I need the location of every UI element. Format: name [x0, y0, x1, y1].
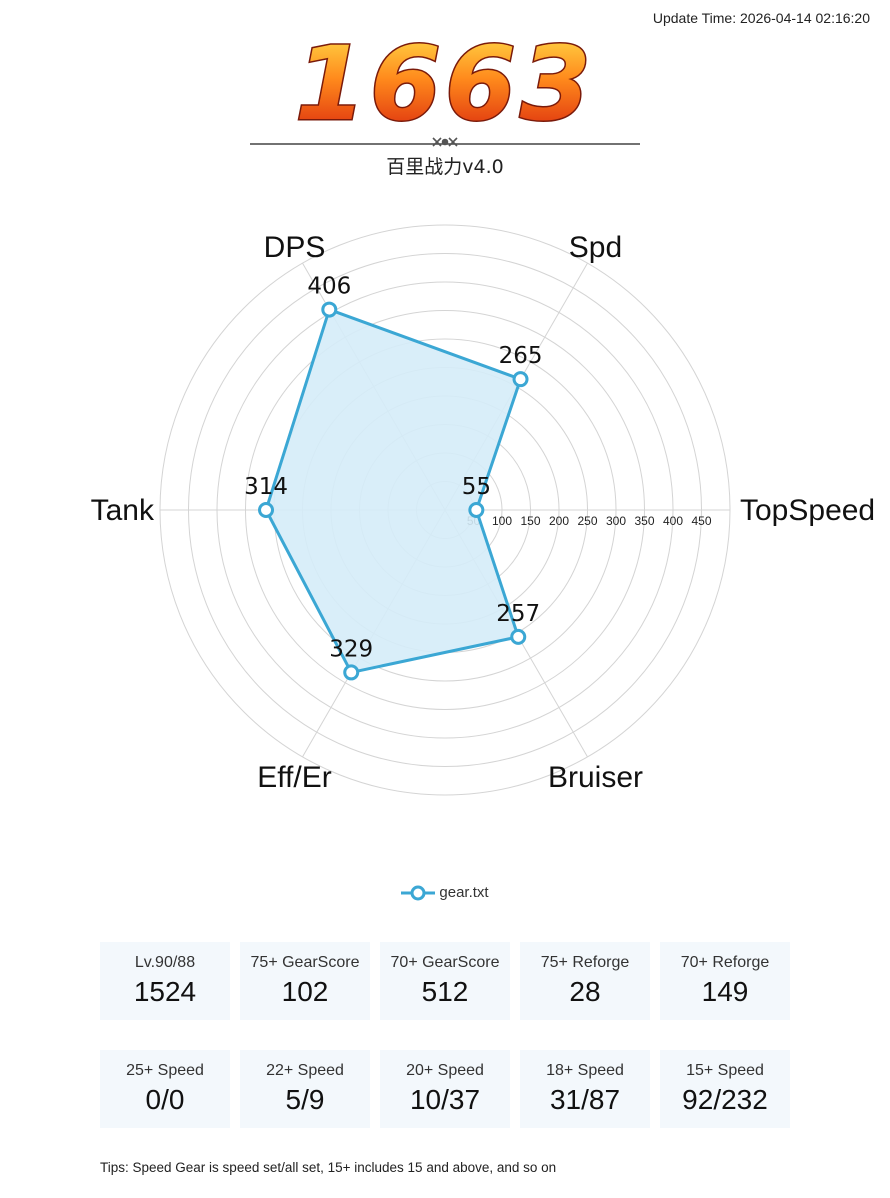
data-point	[321, 301, 338, 318]
stat-value: 102	[281, 976, 329, 1007]
stat-label: 70+ GearScore	[390, 954, 500, 971]
data-label: 329	[329, 636, 373, 662]
legend[interactable]: gear.txt	[0, 884, 890, 901]
stat-card: 15+ Speed 92/232	[660, 1050, 790, 1128]
score-value: 1663	[295, 25, 595, 144]
stat-value: 5/9	[285, 1084, 325, 1115]
stat-label: 22+ Speed	[266, 1062, 344, 1079]
data-label: 257	[496, 601, 540, 627]
data-point	[343, 664, 360, 681]
tips-text: Tips: Speed Gear is speed set/all set, 1…	[100, 1160, 557, 1175]
stat-card: 75+ Reforge 28	[520, 942, 650, 1020]
radial-tick-label: 100	[492, 514, 512, 528]
data-point	[258, 502, 275, 518]
stat-label: 75+ GearScore	[250, 954, 360, 971]
axis-label: TopSpeed	[740, 494, 875, 527]
stat-value: 92/232	[682, 1084, 768, 1115]
stat-value: 31/87	[549, 1084, 621, 1115]
stat-value: 512	[421, 976, 469, 1007]
data-point	[468, 502, 485, 518]
stat-card: 75+ GearScore 102	[240, 942, 370, 1020]
stats-row-speed: 25+ Speed 0/0 22+ Speed 5/9 20+ Speed 10/37…	[100, 1050, 790, 1128]
radar-chart: 50100150200250300350400450SpdTopSpeedBru…	[91, 224, 875, 796]
stat-card: 70+ Reforge 149	[660, 942, 790, 1020]
radial-tick-label: 150	[520, 514, 540, 528]
stat-value: 10/37	[409, 1084, 481, 1115]
data-point	[510, 628, 527, 645]
stat-card: 22+ Speed 5/9	[240, 1050, 370, 1128]
stat-value: 1524	[133, 976, 197, 1007]
axis-label: Spd	[569, 231, 622, 264]
stat-value: 149	[701, 976, 749, 1007]
stat-label: 15+ Speed	[686, 1062, 764, 1079]
data-point	[512, 371, 529, 388]
subtitle: 百里战力v4.0	[386, 156, 504, 178]
legend-label: gear.txt	[439, 884, 489, 901]
legend-marker-icon	[401, 885, 436, 900]
data-label: 314	[244, 474, 288, 500]
stat-label: Lv.90/88	[134, 954, 196, 971]
stat-card: 70+ GearScore 512	[380, 942, 510, 1020]
stat-label: 25+ Speed	[126, 1062, 204, 1079]
radial-tick-label: 450	[691, 514, 711, 528]
score-banner: 1663	[250, 24, 640, 147]
stats-row-gear: Lv.90/88 1524 75+ GearScore 102 70+ GearSc…	[100, 942, 790, 1020]
stat-card: 18+ Speed 31/87	[520, 1050, 650, 1128]
stat-label: 18+ Speed	[546, 1062, 624, 1079]
stat-card: 20+ Speed 10/37	[380, 1050, 510, 1128]
axis-label: DPS	[264, 231, 326, 264]
stat-card: 25+ Speed 0/0	[100, 1050, 230, 1128]
stat-label: 70+ Reforge	[680, 954, 770, 971]
radial-tick-label: 300	[606, 514, 626, 528]
axis-label: Bruiser	[548, 761, 643, 794]
data-label: 265	[499, 343, 543, 369]
radial-tick-label: 200	[549, 514, 569, 528]
stat-label: 75+ Reforge	[540, 954, 630, 971]
radial-tick-label: 350	[634, 514, 654, 528]
update-time: Update Time: 2026-04-14 02:16:20	[652, 10, 870, 26]
axis-label: Eff/Er	[257, 761, 331, 794]
radial-tick-label: 250	[577, 514, 597, 528]
stat-label: 20+ Speed	[406, 1062, 484, 1079]
axis-label: Tank	[91, 494, 155, 527]
stat-value: 0/0	[145, 1084, 185, 1115]
data-label: 406	[307, 274, 351, 300]
data-label: 55	[462, 474, 491, 500]
stat-card: Lv.90/88 1524	[100, 942, 230, 1020]
radial-tick-label: 400	[663, 514, 683, 528]
ornament-icon	[432, 137, 458, 147]
stat-value: 28	[569, 976, 601, 1007]
